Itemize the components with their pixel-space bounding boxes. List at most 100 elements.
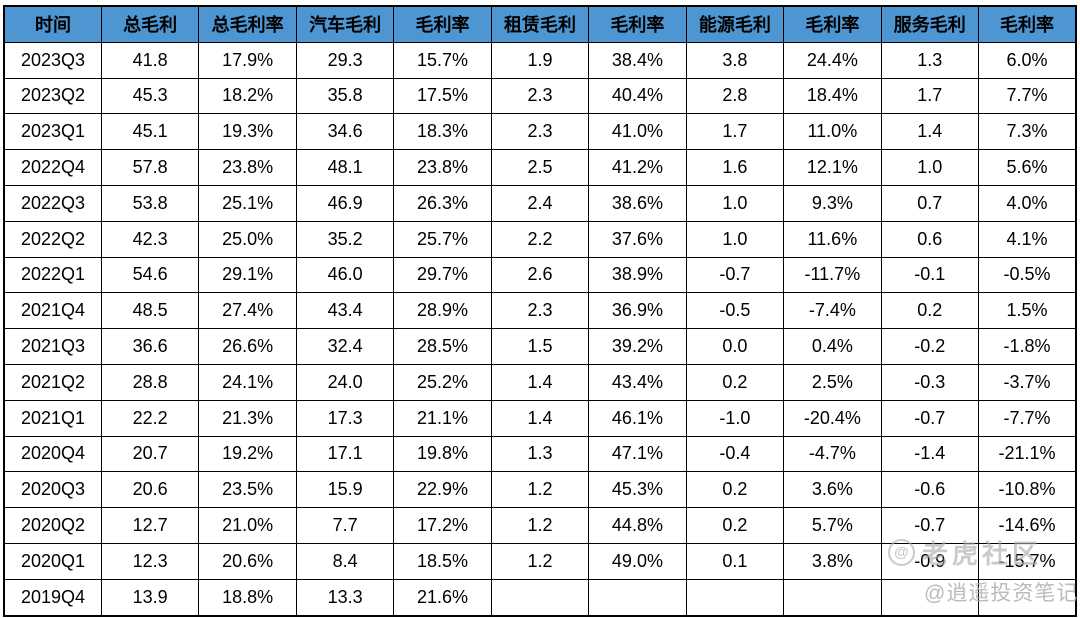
table-row: 2020Q1 12.3 20.6% 8.4 18.5% 1.2 49.0% 0.1 3.8% -0…: [3, 542, 1077, 580]
column-header: 汽车毛利: [295, 5, 395, 43]
column-header: 毛利率: [978, 5, 1077, 43]
period-cell: 2021Q1: [3, 399, 102, 437]
table-row: 2021Q4 48.5 27.4% 43.4 28.9% 2.3 36.9% -0.5 -7.4…: [3, 292, 1077, 330]
value-cell: 25.2%: [393, 363, 492, 401]
value-cell: 25.1%: [198, 184, 297, 222]
value-cell: 48.5: [100, 292, 200, 330]
value-cell: 40.4%: [588, 77, 687, 115]
value-cell: 15.9: [295, 471, 395, 509]
value-cell: 49.0%: [588, 542, 687, 580]
value-cell: 3.8: [685, 41, 785, 79]
value-cell: [588, 578, 687, 617]
value-cell: 2.2: [490, 220, 590, 258]
value-cell: -0.7: [880, 507, 980, 544]
column-header: 毛利率: [393, 5, 492, 43]
value-cell: 18.8%: [198, 578, 297, 617]
table-body: 2023Q3 41.8 17.9% 29.3 15.7% 1.9 38.4% 3.8 24.4%…: [3, 41, 1077, 617]
value-cell: 21.3%: [198, 399, 297, 437]
table-row: 2020Q2 12.7 21.0% 7.7 17.2% 1.2 44.8% 0.2 5.7% -0…: [3, 507, 1077, 544]
table-row: 2022Q3 53.8 25.1% 46.9 26.3% 2.4 38.6% 1.0 9.3% 0…: [3, 184, 1077, 222]
value-cell: 19.2%: [198, 435, 297, 473]
value-cell: 12.1%: [783, 149, 882, 186]
value-cell: -21.1%: [978, 435, 1077, 473]
value-cell: 21.6%: [393, 578, 492, 617]
value-cell: 38.6%: [588, 184, 687, 222]
column-header: 租赁毛利: [490, 5, 590, 43]
period-cell: 2020Q1: [3, 542, 102, 580]
value-cell: 12.3: [100, 542, 200, 580]
value-cell: 34.6: [295, 113, 395, 151]
value-cell: 26.6%: [198, 328, 297, 365]
value-cell: 2.3: [490, 292, 590, 330]
value-cell: 2.8: [685, 77, 785, 115]
value-cell: 1.4: [490, 399, 590, 437]
table-row: 2022Q2 42.3 25.0% 35.2 25.7% 2.2 37.6% 1.0 11.6%…: [3, 220, 1077, 258]
value-cell: 4.0%: [978, 184, 1077, 222]
value-cell: -14.6%: [978, 507, 1077, 544]
value-cell: 45.3: [100, 77, 200, 115]
value-cell: 29.1%: [198, 256, 297, 294]
value-cell: 4.1%: [978, 220, 1077, 258]
value-cell: 13.3: [295, 578, 395, 617]
value-cell: 24.1%: [198, 363, 297, 401]
value-cell: -1.4: [880, 435, 980, 473]
value-cell: 39.2%: [588, 328, 687, 365]
value-cell: 0.1: [685, 542, 785, 580]
value-cell: 36.9%: [588, 292, 687, 330]
value-cell: 1.9: [490, 41, 590, 79]
value-cell: 8.4: [295, 542, 395, 580]
value-cell: 0.6: [880, 220, 980, 258]
value-cell: 47.1%: [588, 435, 687, 473]
value-cell: 1.0: [685, 184, 785, 222]
value-cell: 5.6%: [978, 149, 1077, 186]
value-cell: 5.7%: [783, 507, 882, 544]
value-cell: 1.2: [490, 542, 590, 580]
period-cell: 2023Q2: [3, 77, 102, 115]
value-cell: 19.3%: [198, 113, 297, 151]
table-row: 2023Q3 41.8 17.9% 29.3 15.7% 1.9 38.4% 3.8 24.4%…: [3, 41, 1077, 79]
value-cell: 41.0%: [588, 113, 687, 151]
value-cell: 21.0%: [198, 507, 297, 544]
value-cell: 9.3%: [783, 184, 882, 222]
value-cell: 20.6: [100, 471, 200, 509]
value-cell: -0.5: [685, 292, 785, 330]
value-cell: 18.2%: [198, 77, 297, 115]
value-cell: 35.2: [295, 220, 395, 258]
value-cell: 46.1%: [588, 399, 687, 437]
value-cell: 7.7%: [978, 77, 1077, 115]
table-row: 2021Q2 28.8 24.1% 24.0 25.2% 1.4 43.4% 0.2 2.5% -…: [3, 363, 1077, 401]
table-row: 2020Q3 20.6 23.5% 15.9 22.9% 1.2 45.3% 0.2 3.6% -…: [3, 471, 1077, 509]
column-header: 总毛利: [100, 5, 200, 43]
value-cell: 17.2%: [393, 507, 492, 544]
value-cell: 24.0: [295, 363, 395, 401]
value-cell: [880, 578, 980, 617]
value-cell: 7.3%: [978, 113, 1077, 151]
value-cell: -7.4%: [783, 292, 882, 330]
value-cell: [978, 578, 1077, 617]
period-cell: 2021Q3: [3, 328, 102, 365]
table-row: 2021Q1 22.2 21.3% 17.3 21.1% 1.4 46.1% -1.0 -20.…: [3, 399, 1077, 437]
value-cell: 3.8%: [783, 542, 882, 580]
value-cell: 2.3: [490, 77, 590, 115]
value-cell: 1.4: [880, 113, 980, 151]
value-cell: [685, 578, 785, 617]
value-cell: 37.6%: [588, 220, 687, 258]
value-cell: -0.7: [685, 256, 785, 294]
value-cell: 2.5%: [783, 363, 882, 401]
value-cell: 0.2: [880, 292, 980, 330]
column-header: 时间: [3, 5, 102, 43]
value-cell: -1.8%: [978, 328, 1077, 365]
value-cell: 1.3: [490, 435, 590, 473]
value-cell: 1.0: [685, 220, 785, 258]
value-cell: 19.8%: [393, 435, 492, 473]
value-cell: 0.7: [880, 184, 980, 222]
value-cell: 28.9%: [393, 292, 492, 330]
value-cell: 46.0: [295, 256, 395, 294]
value-cell: 12.7: [100, 507, 200, 544]
value-cell: -0.4: [685, 435, 785, 473]
value-cell: 1.4: [490, 363, 590, 401]
table-row: 2022Q1 54.6 29.1% 46.0 29.7% 2.6 38.9% -0.7 -11.…: [3, 256, 1077, 294]
period-cell: 2020Q3: [3, 471, 102, 509]
value-cell: 2.5: [490, 149, 590, 186]
value-cell: 27.4%: [198, 292, 297, 330]
